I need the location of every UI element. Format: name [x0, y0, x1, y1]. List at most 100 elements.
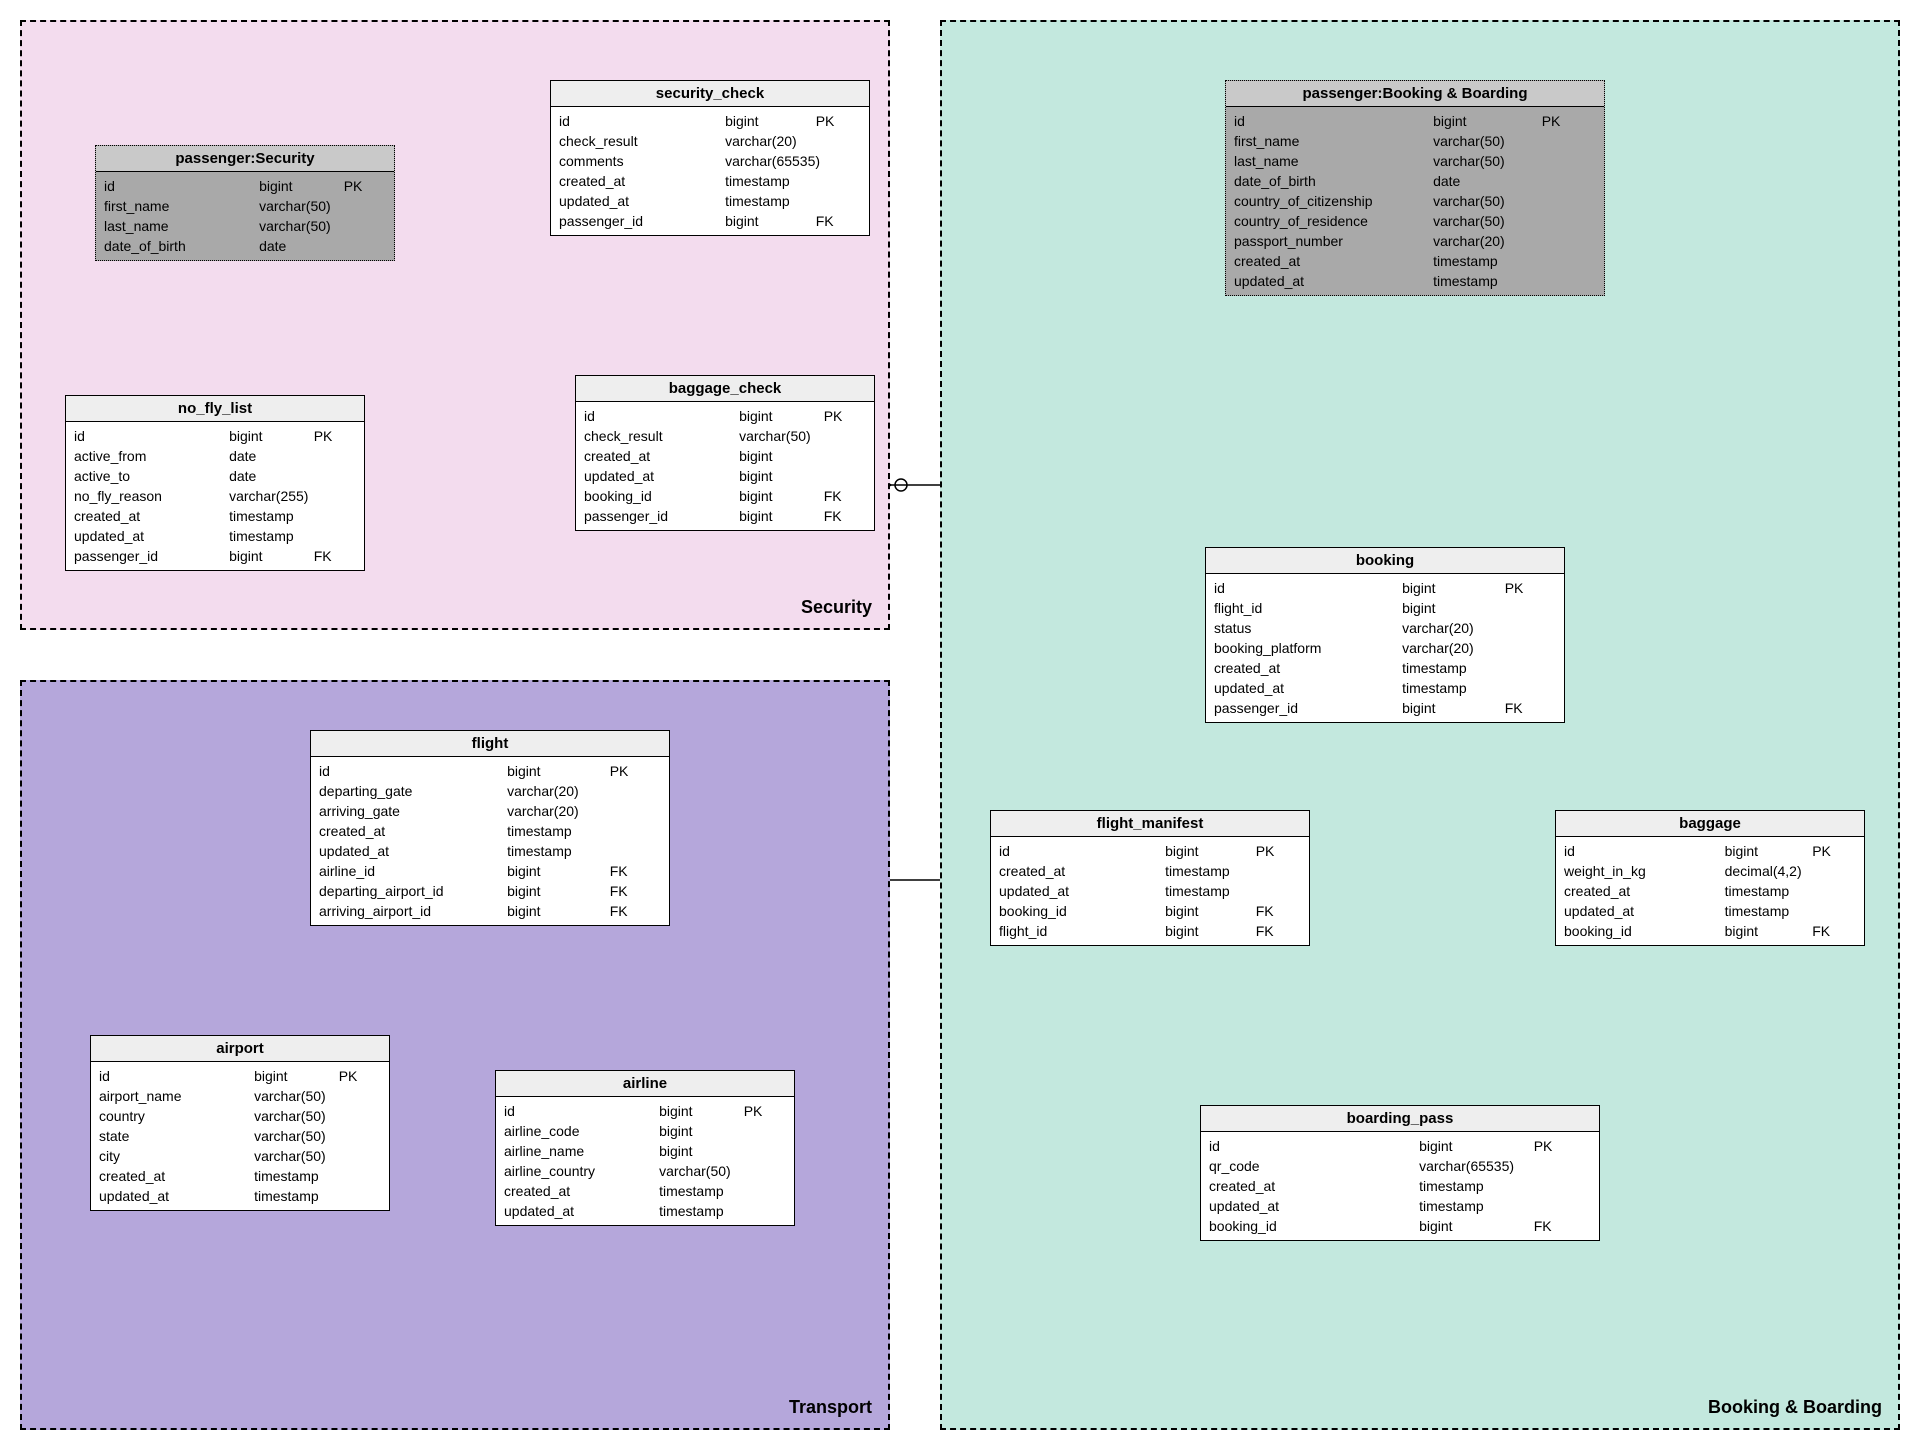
table-row: idbigintPK: [496, 1101, 794, 1121]
col-type: bigint: [739, 466, 824, 486]
col-name: id: [1209, 1136, 1419, 1156]
table-row: passport_numbervarchar(20): [1226, 231, 1604, 251]
col-type: bigint: [725, 211, 816, 231]
col-key: [1812, 861, 1856, 881]
col-key: [744, 1121, 786, 1141]
table-row: idbigintPK: [66, 426, 364, 446]
entity-body-baggage: idbigintPKweight_in_kgdecimal(4,2)create…: [1556, 837, 1864, 945]
table-row: airline_idbigintFK: [311, 861, 669, 881]
table-row: flight_idbigint: [1206, 598, 1564, 618]
col-type: varchar(50): [259, 216, 344, 236]
table-row: airline_namebigint: [496, 1141, 794, 1161]
table-row: updated_attimestamp: [311, 841, 669, 861]
erd-canvas: SecurityTransportBooking & Boardingpasse…: [0, 0, 1916, 1448]
region-label-transport: Transport: [789, 1397, 872, 1418]
col-type: varchar(50): [1433, 191, 1542, 211]
table-row: check_resultvarchar(50): [576, 426, 874, 446]
col-type: bigint: [507, 861, 610, 881]
col-key: [816, 191, 861, 211]
col-key: [339, 1126, 381, 1146]
entity-no_fly_list[interactable]: no_fly_listidbigintPKactive_fromdateacti…: [65, 395, 365, 571]
col-key: [1542, 271, 1596, 291]
entity-baggage_check[interactable]: baggage_checkidbigintPKcheck_resultvarch…: [575, 375, 875, 531]
col-name: departing_gate: [319, 781, 507, 801]
col-key: [1542, 191, 1596, 211]
col-name: created_at: [584, 446, 739, 466]
entity-body-flight_manifest: idbigintPKcreated_attimestampupdated_att…: [991, 837, 1309, 945]
col-type: decimal(4,2): [1725, 861, 1813, 881]
entity-header-booking: booking: [1206, 548, 1564, 574]
entity-boarding_pass[interactable]: boarding_passidbigintPKqr_codevarchar(65…: [1200, 1105, 1600, 1241]
col-key: FK: [610, 901, 661, 921]
col-name: arriving_gate: [319, 801, 507, 821]
col-type: timestamp: [725, 191, 816, 211]
entity-security_check[interactable]: security_checkidbigintPKcheck_resultvarc…: [550, 80, 870, 236]
entity-baggage[interactable]: baggageidbigintPKweight_in_kgdecimal(4,2…: [1555, 810, 1865, 946]
entity-booking[interactable]: bookingidbigintPKflight_idbigintstatusva…: [1205, 547, 1565, 723]
entity-airport[interactable]: airportidbigintPKairport_namevarchar(50)…: [90, 1035, 390, 1211]
entity-flight_manifest[interactable]: flight_manifestidbigintPKcreated_attimes…: [990, 810, 1310, 946]
col-type: varchar(50): [254, 1146, 339, 1166]
col-type: bigint: [1725, 841, 1813, 861]
col-type: bigint: [739, 486, 824, 506]
col-type: timestamp: [229, 506, 314, 526]
col-type: varchar(20): [507, 801, 610, 821]
col-key: [1505, 678, 1556, 698]
col-name: no_fly_reason: [74, 486, 229, 506]
col-type: date: [259, 236, 344, 256]
table-row: created_attimestamp: [1226, 251, 1604, 271]
col-name: created_at: [1214, 658, 1402, 678]
entity-header-airline: airline: [496, 1071, 794, 1097]
col-key: [1534, 1196, 1591, 1216]
entity-passenger_security[interactable]: passenger:SecurityidbigintPKfirst_nameva…: [95, 145, 395, 261]
col-key: [1505, 658, 1556, 678]
entity-header-passenger_booking: passenger:Booking & Boarding: [1226, 81, 1604, 107]
col-name: check_result: [559, 131, 725, 151]
table-row: qr_codevarchar(65535): [1201, 1156, 1599, 1176]
col-type: bigint: [739, 406, 824, 426]
col-key: PK: [824, 406, 866, 426]
col-key: [610, 821, 661, 841]
col-key: [1534, 1156, 1591, 1176]
col-type: timestamp: [254, 1166, 339, 1186]
entity-header-airport: airport: [91, 1036, 389, 1062]
entity-flight[interactable]: flightidbigintPKdeparting_gatevarchar(20…: [310, 730, 670, 926]
col-type: timestamp: [1419, 1176, 1534, 1196]
table-row: created_attimestamp: [91, 1166, 389, 1186]
entity-airline[interactable]: airlineidbigintPKairline_codebigintairli…: [495, 1070, 795, 1226]
table-row: updated_attimestamp: [1226, 271, 1604, 291]
col-key: [339, 1186, 381, 1206]
col-type: bigint: [739, 446, 824, 466]
col-name: qr_code: [1209, 1156, 1419, 1176]
col-type: timestamp: [254, 1186, 339, 1206]
col-type: bigint: [1402, 578, 1505, 598]
col-name: flight_id: [1214, 598, 1402, 618]
col-key: [314, 446, 356, 466]
entity-header-passenger_security: passenger:Security: [96, 146, 394, 172]
col-key: PK: [344, 176, 386, 196]
table-row: commentsvarchar(65535): [551, 151, 869, 171]
col-type: bigint: [739, 506, 824, 526]
col-key: [744, 1141, 786, 1161]
col-key: PK: [610, 761, 661, 781]
table-row: booking_idbigintFK: [1201, 1216, 1599, 1236]
col-name: airline_name: [504, 1141, 659, 1161]
col-type: varchar(50): [659, 1161, 744, 1181]
col-type: varchar(50): [254, 1106, 339, 1126]
col-name: created_at: [1564, 881, 1725, 901]
table-row: idbigintPK: [991, 841, 1309, 861]
col-name: id: [999, 841, 1165, 861]
col-name: booking_id: [584, 486, 739, 506]
col-name: created_at: [999, 861, 1165, 881]
col-name: id: [584, 406, 739, 426]
entity-body-booking: idbigintPKflight_idbigintstatusvarchar(2…: [1206, 574, 1564, 722]
table-row: idbigintPK: [311, 761, 669, 781]
col-name: updated_at: [999, 881, 1165, 901]
col-key: [1505, 638, 1556, 658]
col-key: [339, 1106, 381, 1126]
table-row: passenger_idbigintFK: [1206, 698, 1564, 718]
col-type: bigint: [1402, 698, 1505, 718]
entity-body-passenger_booking: idbigintPKfirst_namevarchar(50)last_name…: [1226, 107, 1604, 295]
entity-passenger_booking[interactable]: passenger:Booking & BoardingidbigintPKfi…: [1225, 80, 1605, 296]
table-row: arriving_gatevarchar(20): [311, 801, 669, 821]
